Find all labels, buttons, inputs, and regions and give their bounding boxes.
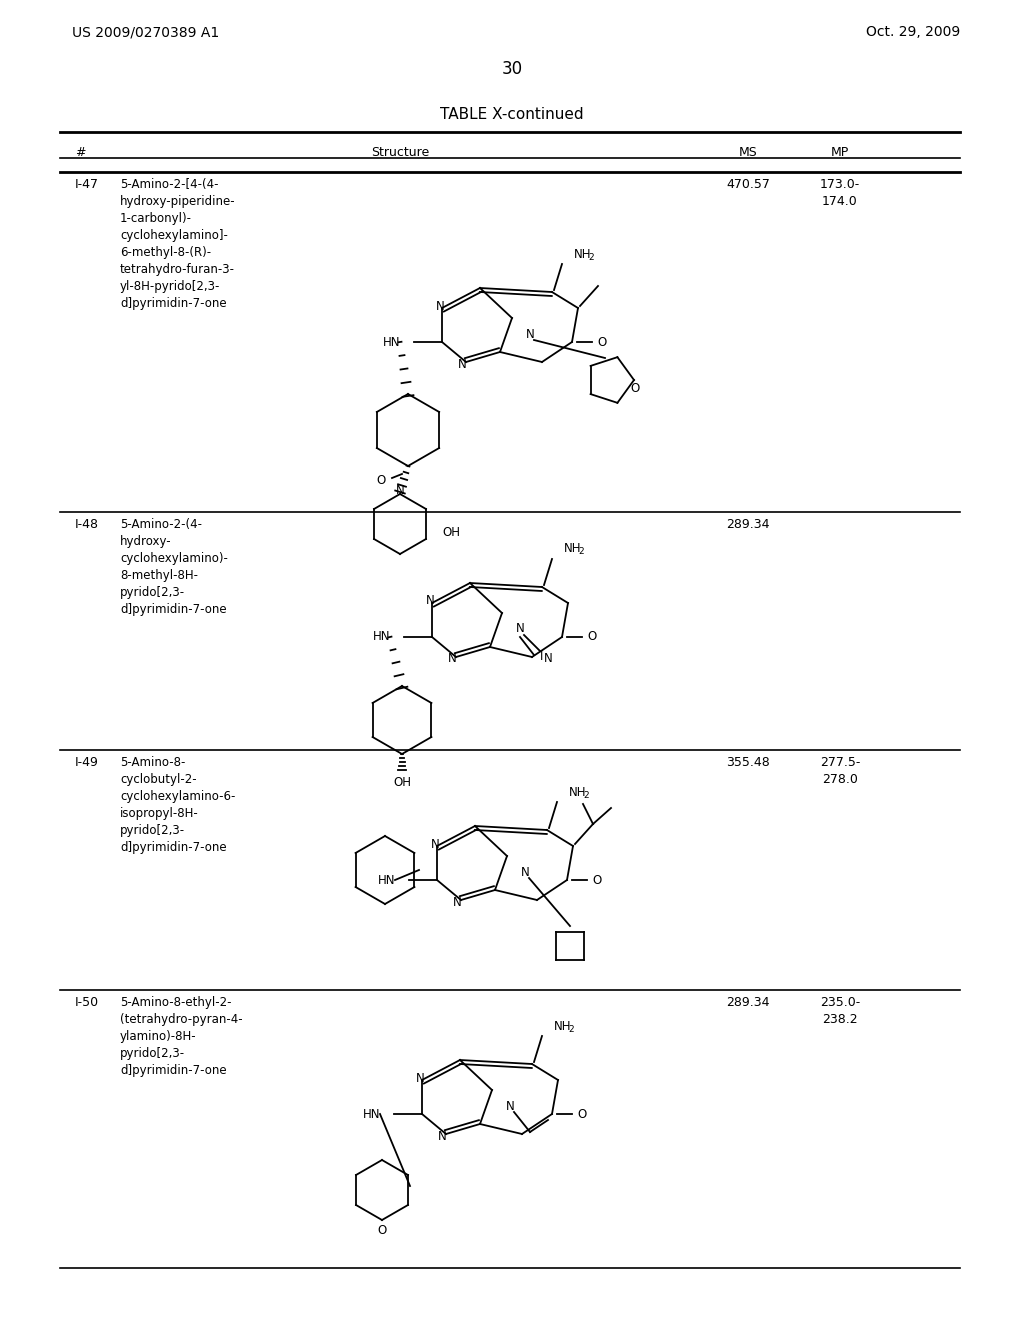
Text: N: N — [395, 483, 404, 496]
Text: 5-Amino-2-(4-
hydroxy-
cyclohexylamino)-
8-methyl-8H-
pyrido[2,3-
d]pyrimidin-7-: 5-Amino-2-(4- hydroxy- cyclohexylamino)-… — [120, 517, 228, 616]
Text: 5-Amino-8-
cyclobutyl-2-
cyclohexylamino-6-
isopropyl-8H-
pyrido[2,3-
d]pyrimidi: 5-Amino-8- cyclobutyl-2- cyclohexylamino… — [120, 756, 236, 854]
Text: N: N — [458, 358, 466, 371]
Text: 5-Amino-8-ethyl-2-
(tetrahydro-pyran-4-
ylamino)-8H-
pyrido[2,3-
d]pyrimidin-7-o: 5-Amino-8-ethyl-2- (tetrahydro-pyran-4- … — [120, 997, 243, 1077]
Text: N: N — [544, 652, 552, 665]
Text: OH: OH — [393, 776, 411, 789]
Text: US 2009/0270389 A1: US 2009/0270389 A1 — [72, 25, 219, 40]
Text: l: l — [541, 651, 544, 664]
Text: NH: NH — [564, 543, 582, 556]
Text: 277.5-
278.0: 277.5- 278.0 — [820, 756, 860, 785]
Text: N: N — [437, 1130, 446, 1143]
Text: N: N — [447, 652, 457, 665]
Text: 173.0-
174.0: 173.0- 174.0 — [820, 178, 860, 209]
Text: O: O — [597, 335, 606, 348]
Text: N: N — [516, 623, 524, 635]
Text: #: # — [75, 145, 85, 158]
Text: TABLE X-continued: TABLE X-continued — [440, 107, 584, 121]
Text: O: O — [377, 474, 386, 487]
Text: MP: MP — [830, 145, 849, 158]
Text: Structure: Structure — [371, 145, 429, 158]
Text: MS: MS — [738, 145, 758, 158]
Text: I-49: I-49 — [75, 756, 99, 770]
Text: O: O — [592, 874, 602, 887]
Text: 289.34: 289.34 — [726, 517, 770, 531]
Text: N: N — [426, 594, 434, 607]
Text: I-47: I-47 — [75, 178, 99, 191]
Text: OH: OH — [442, 525, 460, 539]
Text: I-50: I-50 — [75, 997, 99, 1008]
Text: HN: HN — [378, 874, 395, 887]
Text: O: O — [578, 1107, 587, 1121]
Text: 5-Amino-2-[4-(4-
hydroxy-piperidine-
1-carbonyl)-
cyclohexylamino]-
6-methyl-8-(: 5-Amino-2-[4-(4- hydroxy-piperidine- 1-c… — [120, 178, 236, 310]
Text: N: N — [416, 1072, 424, 1085]
Text: N: N — [520, 866, 529, 879]
Text: N: N — [506, 1100, 514, 1113]
Text: O: O — [588, 631, 597, 644]
Text: 289.34: 289.34 — [726, 997, 770, 1008]
Text: 470.57: 470.57 — [726, 178, 770, 191]
Text: 2: 2 — [588, 252, 594, 261]
Text: N: N — [525, 327, 535, 341]
Text: O: O — [631, 381, 640, 395]
Text: HN: HN — [383, 335, 400, 348]
Text: I-48: I-48 — [75, 517, 99, 531]
Text: N: N — [435, 300, 444, 313]
Text: 355.48: 355.48 — [726, 756, 770, 770]
Text: NH: NH — [569, 785, 587, 799]
Text: 2: 2 — [578, 548, 584, 557]
Text: 235.0-
238.2: 235.0- 238.2 — [820, 997, 860, 1026]
Text: 2: 2 — [568, 1024, 573, 1034]
Text: NH: NH — [554, 1019, 571, 1032]
Text: 30: 30 — [502, 59, 522, 78]
Text: HN: HN — [373, 631, 390, 644]
Text: HN: HN — [362, 1107, 380, 1121]
Text: NH: NH — [574, 248, 592, 260]
Text: Oct. 29, 2009: Oct. 29, 2009 — [865, 25, 961, 40]
Text: O: O — [378, 1224, 387, 1237]
Text: 2: 2 — [583, 791, 589, 800]
Text: N: N — [431, 837, 439, 850]
Text: N: N — [453, 895, 462, 908]
